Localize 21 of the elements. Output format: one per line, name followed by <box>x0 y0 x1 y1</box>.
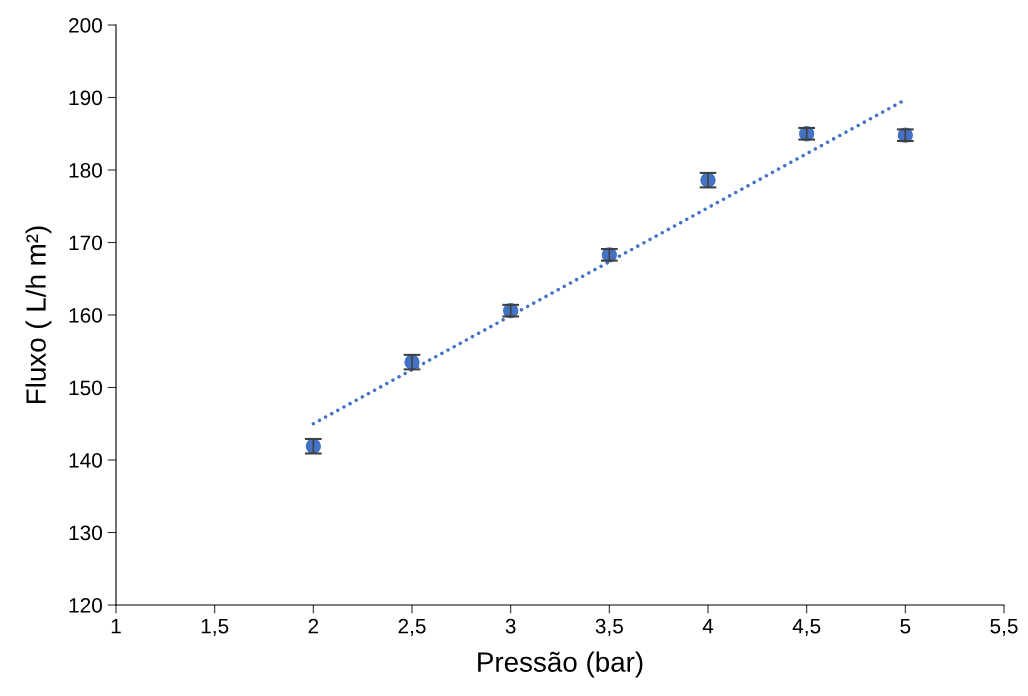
x-tick-label: 3,5 <box>595 618 623 636</box>
x-tick-label: 2,5 <box>398 618 426 636</box>
x-tick-label: 5,5 <box>990 618 1018 636</box>
x-tick-label: 1,5 <box>201 618 229 636</box>
x-tick-label: 2 <box>308 618 319 634</box>
y-tick-label: 160 <box>69 308 102 323</box>
y-axis-title: Fluxo ( L/h m²) <box>25 226 52 404</box>
y-tick-label: 130 <box>69 525 102 541</box>
y-tick-label: 150 <box>69 380 102 396</box>
y-tick-label: 170 <box>69 235 102 251</box>
x-tick-label: 5 <box>900 618 911 634</box>
y-tick-label: 140 <box>69 453 102 468</box>
y-tick-label: 180 <box>69 163 102 178</box>
x-tick-label: 4 <box>702 618 714 634</box>
y-tick-label: 200 <box>69 18 102 33</box>
y-tick-label: 190 <box>69 90 102 106</box>
x-axis-title: Pressão (bar) <box>478 651 643 678</box>
x-tick-label: 3 <box>505 618 516 634</box>
x-tick-label: 4,5 <box>792 618 821 636</box>
x-tick-label: 1 <box>111 618 121 634</box>
y-tick-label: 120 <box>69 598 102 613</box>
